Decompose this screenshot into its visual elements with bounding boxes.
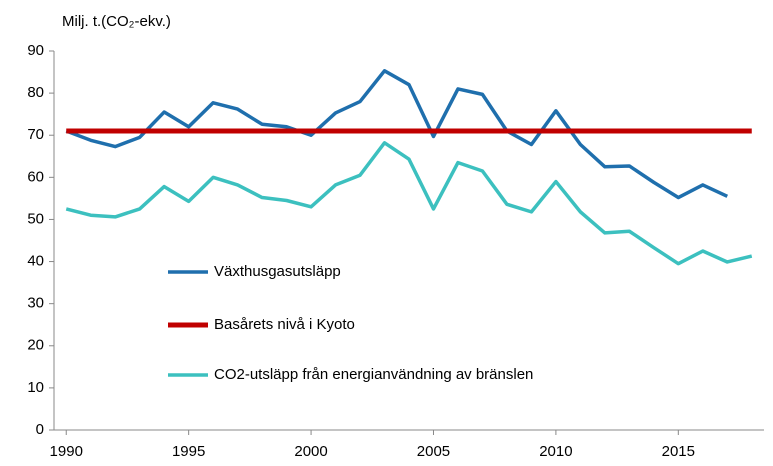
legend-label: Basårets nivå i Kyoto [214,316,355,333]
y-tick-label: 40 [27,253,44,270]
y-tick-label: 70 [27,126,44,143]
series-line [65,141,753,266]
y-tick-label: 30 [27,295,44,312]
y-tick-label: 0 [36,421,44,438]
x-tick-label: 2015 [662,443,695,460]
y-tick-label: 20 [27,337,44,354]
x-tick-label: 2005 [417,443,450,460]
y-tick-label: 50 [27,210,44,227]
y-tick-label: 90 [27,42,44,59]
y-axis-label: Milj. t.(CO₂-ekv.) [62,13,171,30]
legend-label: CO2-utsläpp från energianvändning av brä… [214,366,533,383]
x-tick-label: 2000 [294,443,327,460]
y-tick-label: 10 [27,379,44,396]
y-tick-label: 60 [27,168,44,185]
y-tick-label: 80 [27,84,44,101]
legend-label: Växthusgasutsläpp [214,263,341,280]
series-line [65,69,729,200]
x-tick-label: 2010 [539,443,572,460]
x-tick-label: 1995 [172,443,205,460]
x-tick-label: 1990 [50,443,83,460]
